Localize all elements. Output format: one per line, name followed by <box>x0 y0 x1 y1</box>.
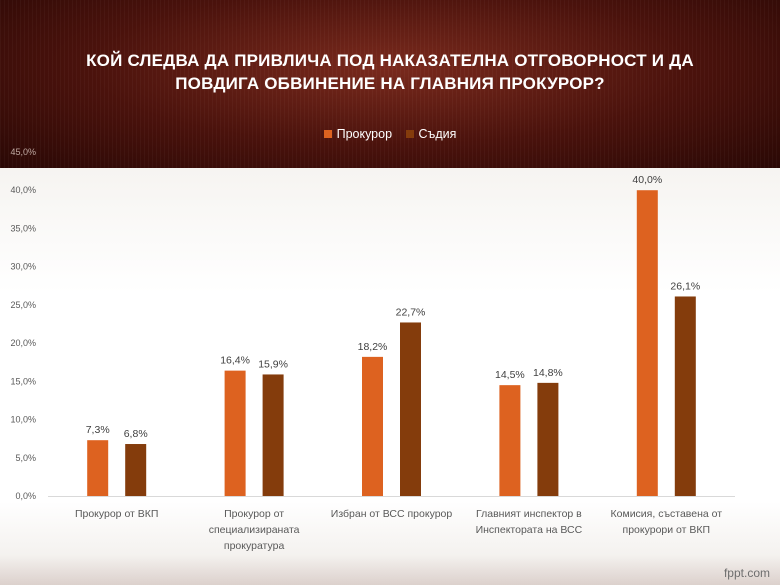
chart-title-line1: КОЙ СЛЕДВА ДА ПРИВЛИЧА ПОД НАКАЗАТЕЛНА О… <box>86 51 694 70</box>
category-label: прокурори от ВКП <box>623 524 711 536</box>
header-band <box>0 0 780 168</box>
bar-prokuror <box>224 370 246 496</box>
bar-sadiya <box>674 296 696 496</box>
bar-sadiya <box>400 322 421 496</box>
bar-sadiya <box>125 444 147 496</box>
data-label: 7,3% <box>86 424 110 436</box>
data-label: 15,9% <box>258 358 288 370</box>
y-tick-label: 40,0% <box>10 185 36 195</box>
category-label: Инспектората на ВСС <box>476 524 583 536</box>
chart-title-line2: ПОВДИГА ОБВИНЕНИЕ НА ГЛАВНИЯ ПРОКУРОР? <box>175 74 605 93</box>
y-tick-label: 15,0% <box>10 376 36 386</box>
category-label: Прокурор от ВКП <box>75 508 159 520</box>
data-label: 18,2% <box>358 341 388 353</box>
category-label: прокуратура <box>224 540 285 552</box>
y-tick-label: 45,0% <box>10 147 36 157</box>
legend-swatch-sadiya <box>405 129 414 138</box>
data-label: 16,4% <box>220 355 250 367</box>
bar-sadiya <box>262 374 284 496</box>
data-label: 14,8% <box>533 367 563 379</box>
y-tick-label: 35,0% <box>10 223 36 233</box>
footer-watermark: fppt.com <box>723 566 770 580</box>
y-tick-label: 0,0% <box>15 491 36 501</box>
bar-sadiya <box>537 382 559 496</box>
bar-prokuror <box>499 385 521 496</box>
y-tick-label: 25,0% <box>10 300 36 310</box>
category-label: специализираната <box>209 524 300 536</box>
legend: Прокурор Съдия <box>0 127 780 141</box>
legend-item-prokuror: Прокурор <box>323 127 393 141</box>
legend-swatch-prokuror <box>323 129 332 138</box>
legend-label-sadiya: Съдия <box>418 127 457 141</box>
bar-prokuror <box>362 356 383 496</box>
bottom-shadow <box>0 555 780 585</box>
y-tick-label: 5,0% <box>15 453 36 463</box>
data-label: 6,8% <box>124 428 148 440</box>
legend-label-prokuror: Прокурор <box>336 127 393 141</box>
y-tick-label: 20,0% <box>10 338 36 348</box>
y-tick-label: 10,0% <box>10 415 36 425</box>
category-label: Главният инспектор в <box>476 508 582 520</box>
data-label: 14,5% <box>495 369 525 381</box>
bar-prokuror <box>636 190 658 496</box>
y-tick-label: 30,0% <box>10 262 36 272</box>
data-label: 26,1% <box>670 280 700 292</box>
category-label: Комисия, съставена от <box>611 508 723 520</box>
chart-title: КОЙ СЛЕДВА ДА ПРИВЛИЧА ПОД НАКАЗАТЕЛНА О… <box>60 49 720 95</box>
legend-item-sadiya: Съдия <box>405 127 457 141</box>
data-label: 40,0% <box>632 174 662 186</box>
data-label: 22,7% <box>396 306 426 318</box>
category-label: Избран от ВСС прокурор <box>331 508 453 520</box>
bar-prokuror <box>87 440 109 496</box>
category-label: Прокурор от <box>224 508 284 520</box>
